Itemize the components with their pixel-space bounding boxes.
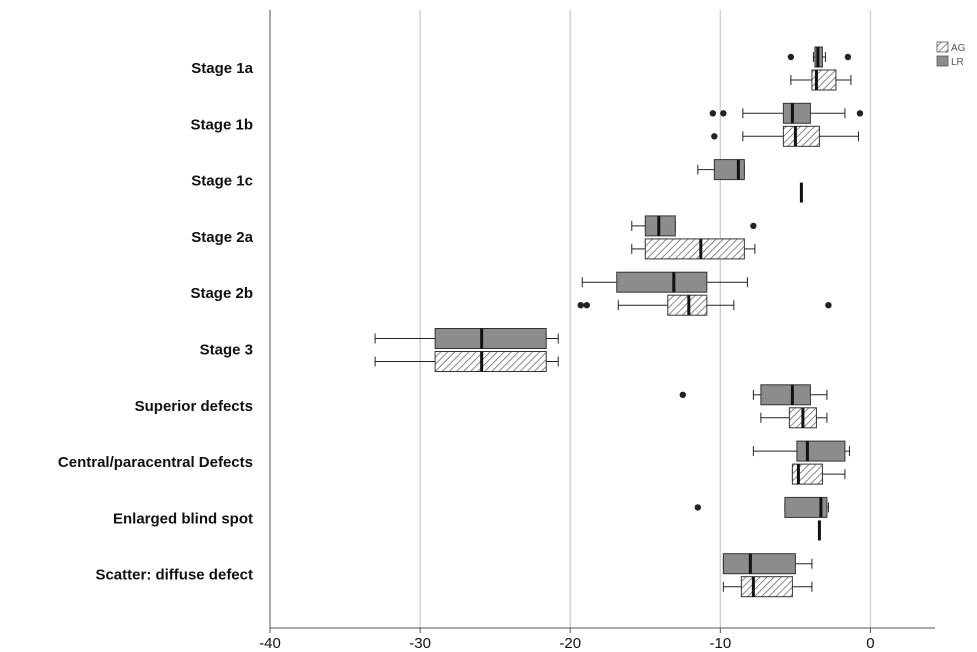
box-AG-1 <box>711 125 859 147</box>
box-LR-3 <box>631 215 757 237</box>
box-AG-9 <box>722 576 813 598</box>
outlier-point-1 <box>844 53 852 61</box>
box-body <box>740 576 793 598</box>
category-label-8: Enlarged blind spot <box>113 510 253 527</box>
box-body <box>782 102 811 124</box>
x-tick-label-0: -40 <box>259 635 281 652</box>
outlier-point-0 <box>711 133 718 140</box>
x-tick-label-4: 0 <box>866 635 874 652</box>
category-labels: Stage 1a Stage 1b Stage 1c Stage 2a Stage 2b… <box>58 60 254 584</box>
box-LR-8 <box>694 496 829 518</box>
box-AG-5 <box>374 351 559 372</box>
box-body <box>722 553 796 575</box>
category-label-3: Stage 2a <box>191 229 253 246</box>
category-label-2: Stage 1c <box>191 173 253 190</box>
box-body <box>791 463 823 485</box>
outlier-point-0 <box>679 391 687 398</box>
box-body <box>784 496 828 518</box>
legend-swatch-LR <box>936 55 949 67</box>
box-AG-0 <box>790 69 852 91</box>
box-body <box>434 328 547 349</box>
category-label-0: Stage 1a <box>191 60 253 77</box>
legend: AG LR <box>936 41 966 68</box>
x-tick-label-2: -20 <box>559 635 581 652</box>
outlier-point-0 <box>750 222 757 230</box>
category-label-1: Stage 1b <box>190 116 253 133</box>
category-label-5: Stage 3 <box>200 342 253 359</box>
box-LR-1 <box>709 102 864 124</box>
box-body <box>644 215 676 237</box>
box-body <box>644 238 745 260</box>
category-label-4: Stage 2b <box>190 285 253 302</box>
outlier-point-2 <box>825 302 832 309</box>
category-label-6: Superior defects <box>135 398 253 415</box>
box-body <box>760 384 811 406</box>
box-body <box>667 294 708 316</box>
box-LR-4 <box>581 271 748 293</box>
legend-label-AG: AG <box>951 43 966 54</box>
box-body <box>811 69 837 91</box>
box-LR-0 <box>787 46 852 68</box>
legend-swatch-AG <box>936 41 949 53</box>
box-AG-6 <box>760 407 828 429</box>
box-AG-4 <box>577 294 832 316</box>
x-tick-labels: -40 -30 -20 -10 0 <box>259 635 874 652</box>
box-series <box>374 46 864 598</box>
outlier-point-0 <box>694 504 702 511</box>
outlier-point-0 <box>709 110 717 117</box>
box-LR-2 <box>697 159 745 181</box>
box-AG-7 <box>791 463 846 485</box>
category-label-7: Central/paracentral Defects <box>58 454 253 471</box>
outlier-point-1 <box>720 110 727 117</box>
outlier-point-2 <box>856 110 864 117</box>
box-LR-7 <box>752 440 850 462</box>
box-body <box>782 125 820 147</box>
box-body <box>616 271 708 293</box>
box-body <box>796 440 846 462</box>
box-AG-3 <box>631 238 756 260</box>
box-LR-9 <box>722 553 813 575</box>
box-LR-6 <box>679 384 828 406</box>
outlier-point-0 <box>577 302 584 309</box>
x-tick-label-3: -10 <box>709 635 731 652</box>
x-tick-label-1: -30 <box>409 635 431 652</box>
outlier-point-0 <box>787 53 795 61</box>
legend-label-LR: LR <box>951 57 964 68</box>
outlier-point-1 <box>583 302 590 309</box>
category-label-9: Scatter: diffuse defect <box>95 567 253 584</box>
axes <box>269 10 935 633</box>
grid-lines <box>419 10 872 628</box>
box-body <box>434 351 547 372</box>
box-body <box>713 159 745 181</box>
box-LR-5 <box>374 328 559 349</box>
